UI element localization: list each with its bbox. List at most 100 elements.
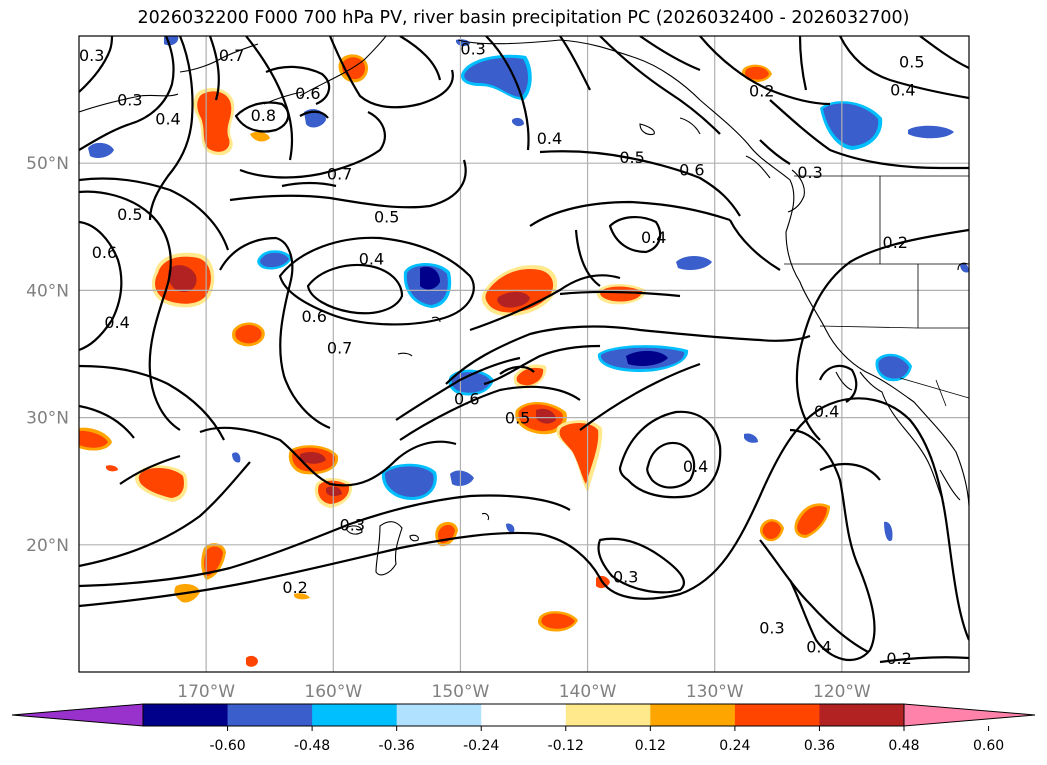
contour-label: 0.4 (806, 638, 831, 657)
contour-label: 0.3 (460, 40, 485, 59)
positive-blob (513, 364, 547, 389)
colorbar-segment (819, 704, 905, 726)
contour-label: 0.5 (374, 208, 399, 227)
contour-labels: 0.30.30.40.70.80.60.70.50.60.4 0.60.70.50… (79, 40, 925, 668)
colorbar-tick-label: -0.60 (209, 738, 245, 754)
contour-label: 0.3 (340, 515, 365, 534)
contour-label: 0.6 (301, 307, 326, 326)
colorbar-tick-label: -0.36 (379, 738, 415, 754)
contour-label: 0.3 (79, 46, 104, 65)
colorbar-segment (650, 704, 736, 726)
negative-blob (381, 463, 437, 500)
positive-blob (596, 284, 646, 305)
positive-blob (106, 465, 118, 472)
longitude-label: 150°W (432, 682, 490, 702)
contour-label: 0.4 (814, 402, 839, 421)
pv-contours (79, 36, 969, 664)
colorbar-tick-label: -0.48 (294, 738, 330, 754)
contour-label: 0.7 (327, 339, 352, 358)
positive-blob (294, 593, 310, 600)
colorbar-extend-high (903, 703, 1036, 727)
negative-blob (506, 523, 515, 533)
colorbar-tick-label: 0.48 (888, 738, 919, 754)
positive-blob (759, 503, 830, 542)
longitude-label: 170°W (177, 682, 235, 702)
negative-blob (460, 54, 532, 100)
contour-label: 0.6 (295, 84, 320, 103)
contour-label: 0.5 (117, 205, 142, 224)
contour-label: 0.2 (749, 82, 774, 101)
longitude-label: 120°W (813, 682, 871, 702)
contour-label: 0.4 (683, 457, 708, 476)
contour-label: 0.3 (759, 618, 784, 637)
colorbar-tick-label: 0.12 (635, 738, 666, 754)
map-title: 2026032200 F000 700 hPa PV, river basin … (137, 8, 910, 28)
colorbar-segment (481, 704, 567, 726)
contour-label: 0.6 (92, 243, 117, 262)
negative-blob (884, 521, 893, 542)
negative-blob (908, 125, 954, 139)
contour-label: 0.7 (219, 46, 244, 65)
contour-label: 0.3 (117, 91, 142, 110)
axis-labels: 50°N 40°N 30°N 20°N 170°W 160°W 150°W 140°W 130°… (26, 154, 871, 702)
positive-blob (151, 252, 215, 308)
colorbar-segment (734, 704, 820, 726)
negative-blob (456, 39, 470, 47)
contour-label: 0.6 (679, 161, 704, 180)
political-borders (784, 175, 969, 407)
contour-label: 0.5 (505, 409, 530, 428)
map-frame (78, 35, 970, 673)
latitude-label: 40°N (26, 281, 69, 301)
positive-blob (250, 131, 270, 142)
colorbar-segment (312, 704, 398, 726)
negative-blob (232, 452, 241, 463)
contour-label: 0.3 (613, 568, 638, 587)
negative-blob (820, 101, 883, 150)
positive-blob (135, 465, 188, 502)
colorbar-tick-label: 0.36 (804, 738, 835, 754)
colorbar-extend-low (11, 703, 144, 727)
positive-blob (246, 655, 258, 667)
longitude-label: 140°W (559, 682, 617, 702)
graticule (79, 36, 969, 672)
positive-blob (79, 427, 112, 451)
positive-blob (538, 611, 578, 632)
colorbar-tick-label: -0.12 (548, 738, 584, 754)
contour-label: 0.4 (890, 80, 915, 99)
negative-blob (875, 353, 912, 382)
negative-blob (448, 369, 494, 396)
contour-label: 0.4 (104, 313, 129, 332)
negative-blob (403, 263, 452, 308)
contour-label: 0.6 (454, 390, 479, 409)
contour-label: 0.2 (886, 649, 911, 668)
longitude-label: 160°W (304, 682, 362, 702)
colorbar-segment (396, 704, 482, 726)
contour-label: 0.4 (155, 110, 180, 129)
contour-label: 0.2 (883, 233, 908, 252)
negative-blob (960, 263, 969, 273)
coastlines (79, 36, 969, 576)
positive-blob (338, 54, 368, 83)
colorbar: -0.60 -0.48 -0.36 -0.24 -0.12 0.12 0.24 0.36 0.4… (11, 703, 1036, 754)
positive-blob (435, 521, 458, 547)
colorbar-tick-label: 0.60 (973, 738, 1004, 754)
negative-blob (450, 470, 474, 486)
negative-blob (676, 256, 712, 270)
latitude-label: 30°N (26, 409, 69, 429)
contour-label: 0.7 (327, 164, 352, 183)
colorbar-segment (143, 704, 229, 726)
negative-blob (88, 142, 114, 158)
contour-label: 0.4 (359, 250, 384, 269)
colorbar-outline (142, 703, 905, 727)
colorbar-tick-label: -0.24 (463, 738, 499, 754)
colorbar-segment (565, 704, 651, 726)
contour-label: 0.2 (282, 578, 307, 597)
contour-label: 0.4 (641, 228, 666, 247)
positive-blob (288, 445, 339, 475)
colorbar-segment (227, 704, 313, 726)
colorbar-tick-label: 0.24 (719, 738, 750, 754)
negative-blob (257, 250, 292, 270)
longitude-label: 130°W (686, 682, 744, 702)
contour-label: 0.4 (537, 129, 562, 148)
